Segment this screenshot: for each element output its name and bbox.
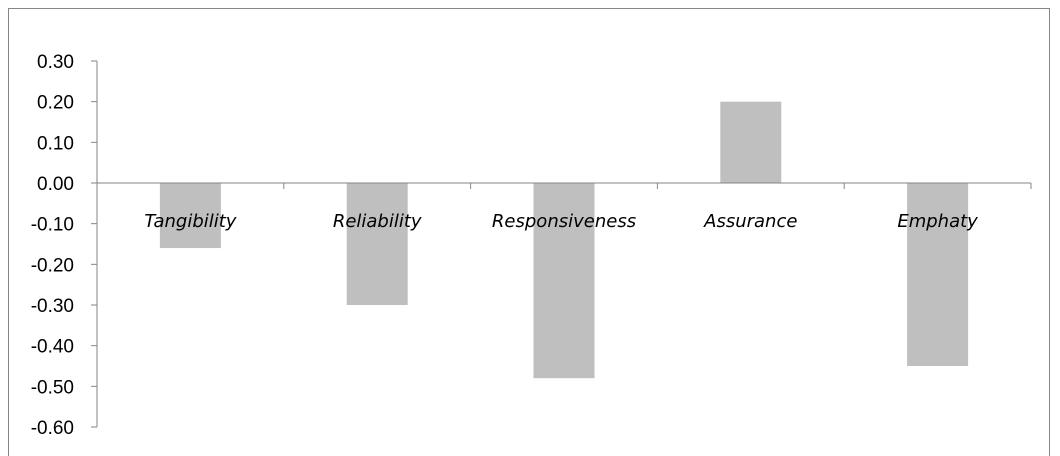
y-tick-label: 0.00 [37, 174, 74, 195]
category-label: Tangibility [144, 211, 236, 232]
y-tick-label: -0.10 [31, 215, 74, 236]
y-tick-label: -0.50 [31, 377, 74, 398]
y-tick-label: -0.40 [31, 337, 74, 358]
bar-tangibility [159, 183, 221, 249]
y-tick-label: 0.20 [37, 93, 74, 114]
category-label: Emphaty [897, 211, 978, 232]
y-tick-label: -0.30 [31, 296, 74, 317]
x-axis [96, 182, 1032, 189]
y-tick-label: 0.10 [37, 133, 74, 154]
category-label: Reliability [333, 211, 422, 232]
bar-reliability [346, 183, 408, 305]
category-label: Assurance [703, 211, 797, 232]
y-axis: 0.30 0.20 0.10 0.00 -0.10 -0.20 -0.30 -0.40 -0.5… [31, 52, 98, 439]
bars [159, 101, 969, 379]
bar-responsiveness [533, 183, 595, 379]
bar-emphaty [907, 183, 969, 366]
category-labels: Tangibility Reliability Responsiveness Assu… [144, 211, 978, 232]
bar-assurance [720, 101, 782, 183]
y-tick-label: -0.20 [31, 255, 74, 276]
category-label: Responsiveness [492, 211, 636, 232]
y-tick-label: 0.30 [37, 52, 74, 73]
y-tick-label: -0.60 [31, 418, 74, 439]
